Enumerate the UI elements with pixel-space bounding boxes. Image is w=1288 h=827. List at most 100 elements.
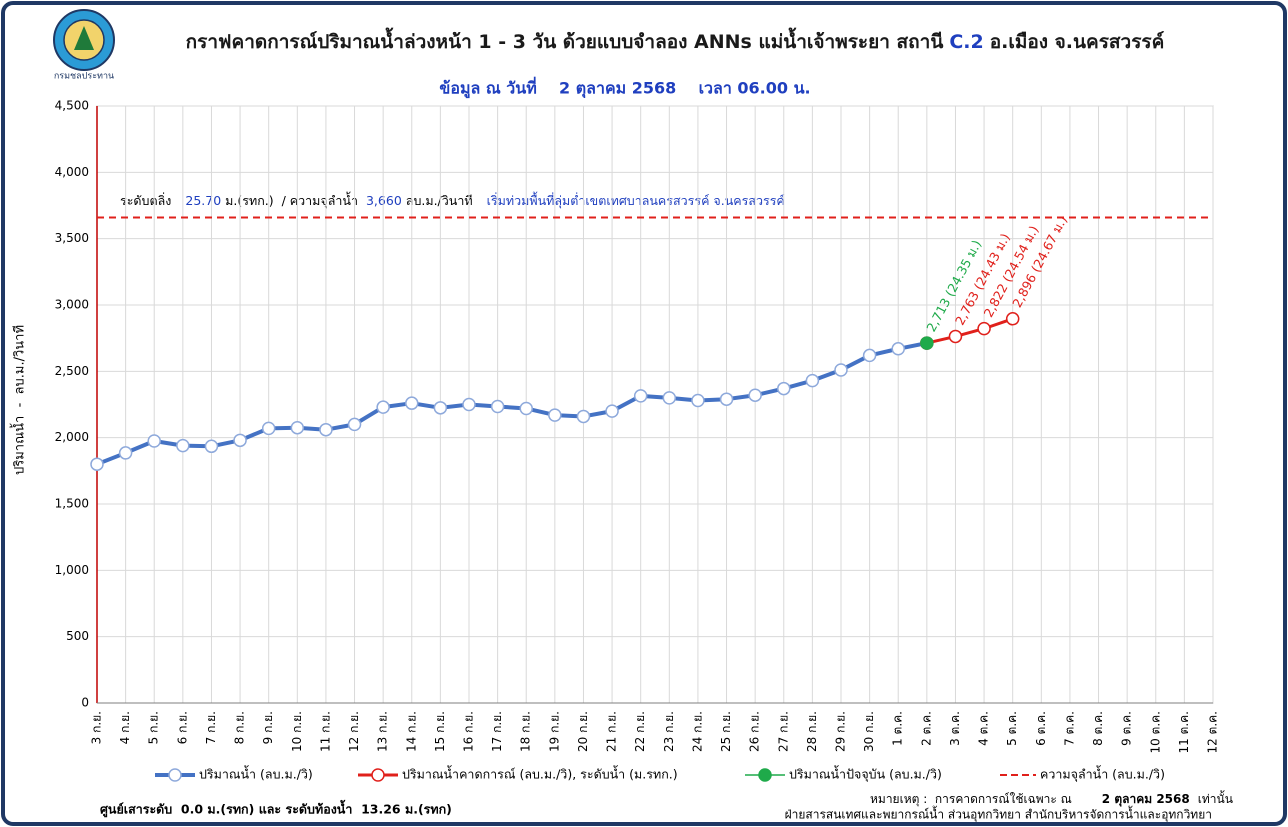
logo: กรมชลประทาน — [53, 9, 115, 82]
y-tick-label: 500 — [66, 629, 89, 643]
x-tick-label: 11 ต.ค. — [1177, 711, 1191, 754]
y-tick-label: 4,500 — [55, 99, 89, 113]
legend-marker — [371, 768, 385, 782]
data-point — [519, 401, 533, 416]
data-point — [605, 404, 619, 418]
x-tick-label: 27 ก.ย. — [776, 711, 790, 752]
logo-figure — [74, 26, 94, 50]
x-tick-label: 1 ต.ค. — [891, 711, 905, 746]
series-line — [926, 317, 1014, 345]
legend-item: ปริมาณน้ำคาดการณ์ (ลบ.ม./วิ), ระดับน้ำ (… — [358, 765, 678, 782]
legend-label: ปริมาณน้ำคาดการณ์ (ลบ.ม./วิ), ระดับน้ำ (… — [402, 765, 678, 782]
annotation-text: ลบ.ม./วินาที — [406, 193, 473, 208]
legend-label: ปริมาณน้ำปัจจุบัน (ลบ.ม./วิ) — [789, 765, 942, 783]
x-tick-label: 30 ก.ย. — [862, 711, 876, 752]
footer-note: หมายเหตุ : การคาดการณ์ใช้เฉพาะ ณ 2 ตุลาคม… — [870, 790, 1233, 807]
title-part: อ.เมือง จ.นครสวรรค์ — [990, 31, 1165, 53]
legend-item: ปริมาณน้ำปัจจุบัน (ลบ.ม./วิ) — [745, 765, 942, 783]
data-point — [347, 417, 362, 432]
x-tick-label: 4 ก.ย. — [118, 711, 132, 744]
x-tick-label: 5 ต.ค. — [1005, 711, 1019, 746]
legend-label: ปริมาณน้ำ (ลบ.ม./วิ) — [199, 765, 313, 782]
footer-agency: ฝ่ายสารสนเทศและพยากรณ์น้ำ ส่วนอุทกวิทยา … — [785, 806, 1212, 823]
chart-title: กราฟคาดการณ์ปริมาณน้ำล่วงหน้า 1 - 3 วัน … — [186, 27, 1165, 53]
annotation-value: 3,660 — [366, 193, 402, 208]
y-tick-label: 0 — [81, 696, 89, 710]
data-point — [948, 329, 963, 344]
footer-note-text: เท่านั้น — [1198, 790, 1233, 806]
data-point — [90, 457, 104, 471]
footer-note-text: หมายเหตุ : การคาดการณ์ใช้เฉพาะ ณ — [870, 792, 1072, 807]
legend-marker — [168, 768, 182, 782]
y-tick-label: 1,000 — [55, 563, 89, 577]
legend-item: ปริมาณน้ำ (ลบ.ม./วิ) — [155, 765, 313, 782]
data-point — [261, 421, 276, 436]
data-point — [490, 399, 505, 414]
x-tick-label: 3 ต.ค. — [948, 711, 962, 746]
data-point — [633, 389, 648, 403]
data-point — [233, 433, 247, 448]
annotation-text: ม.(รทก.) / ความจุลำน้ำ — [225, 191, 358, 209]
x-tick-label: 26 ก.ย. — [748, 711, 762, 752]
x-tick-label: 3 ก.ย. — [90, 711, 104, 744]
data-point — [576, 409, 591, 424]
data-point — [777, 381, 791, 396]
plot-area — [96, 105, 1214, 704]
x-tick-label: 19 ก.ย. — [547, 711, 561, 752]
x-tick-label: 9 ต.ค. — [1120, 711, 1134, 746]
x-tick-label: 25 ก.ย. — [719, 711, 733, 752]
logo-text: กรมชลประทาน — [54, 72, 114, 82]
x-tick-label: 8 ต.ค. — [1091, 711, 1105, 746]
grid — [97, 105, 1214, 704]
x-tick-label: 13 ก.ย. — [376, 711, 390, 752]
y-tick-label: 3,000 — [55, 298, 89, 312]
x-tick-label: 22 ก.ย. — [633, 711, 647, 752]
x-tick-label: 20 ก.ย. — [576, 711, 590, 752]
legend-marker — [758, 768, 772, 782]
x-tick-label: 11 ก.ย. — [318, 711, 332, 752]
y-tick-label: 2,500 — [55, 364, 89, 378]
x-tick-label: 28 ก.ย. — [805, 711, 819, 752]
data-point — [662, 391, 677, 405]
data-point — [977, 321, 991, 336]
footer-note-date: 2 ตุลาคม 2568 — [1102, 792, 1190, 807]
legend-item: ความจุลำน้ำ (ลบ.ม./วิ) — [1000, 765, 1165, 783]
data-point — [748, 388, 762, 402]
data-point — [891, 342, 905, 356]
data-point — [462, 397, 476, 412]
data-point — [862, 348, 877, 363]
data-point — [719, 392, 734, 406]
chart-subtitle: ข้อมูล ณ วันที่ 2 ตุลาคม 2568 เวลา 06.00… — [439, 77, 810, 100]
data-point — [433, 401, 448, 415]
x-tick-label: 14 ก.ย. — [404, 711, 418, 752]
x-tick-label: 23 ก.ย. — [662, 711, 676, 752]
data-point — [319, 422, 333, 437]
x-tick-label: 7 ต.ค. — [1062, 711, 1076, 746]
y-tick-label: 2,000 — [55, 430, 89, 444]
data-point — [1005, 312, 1020, 326]
y-tick-label: 1,500 — [55, 497, 89, 511]
y-axis-label: ปริมาณน้ำ - ลบ.ม./วินาที — [10, 325, 28, 475]
x-tick-label: 10 ต.ค. — [1148, 711, 1162, 754]
x-tick-label: 9 ก.ย. — [261, 711, 275, 744]
x-tick-label: 17 ก.ย. — [490, 711, 504, 752]
data-point — [176, 438, 190, 453]
title-part: กราฟคาดการณ์ปริมาณน้ำล่วงหน้า 1 - 3 วัน … — [186, 27, 944, 53]
data-point — [691, 393, 705, 408]
x-tick-label: 12 ก.ย. — [347, 711, 361, 752]
annotation-text: ระดับตลิ่ง — [120, 192, 171, 208]
data-point — [118, 446, 133, 460]
x-tick-label: 2 ต.ค. — [919, 711, 933, 746]
x-tick-label: 15 ก.ย. — [433, 711, 447, 752]
x-tick-label: 10 ก.ย. — [290, 711, 304, 752]
data-point — [920, 336, 934, 350]
x-tick-label: 16 ก.ย. — [462, 711, 476, 752]
x-tick-label: 8 ก.ย. — [233, 711, 247, 744]
x-tick-label: 7 ก.ย. — [204, 711, 218, 744]
title-station: C.2 — [949, 31, 983, 53]
data-point — [204, 439, 219, 454]
annotation-value: 25.70 — [185, 193, 221, 208]
x-tick-label: 21 ก.ย. — [605, 711, 619, 752]
x-tick-label: 6 ก.ย. — [175, 711, 189, 744]
